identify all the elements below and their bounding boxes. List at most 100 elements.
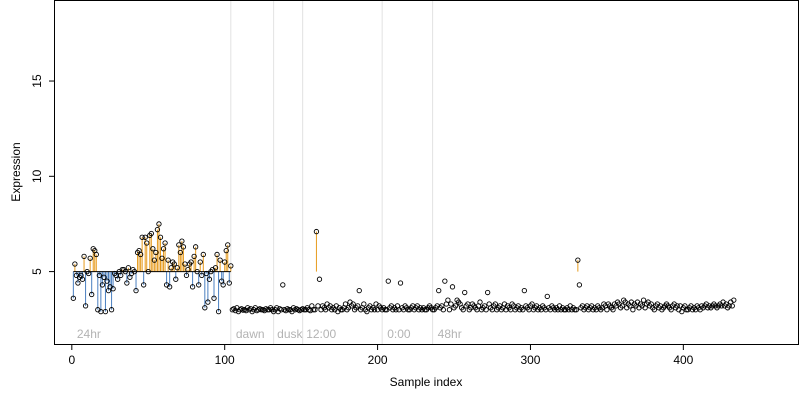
data-point-95 bbox=[215, 308, 222, 315]
data-point-255 bbox=[460, 307, 466, 313]
data-point-15 bbox=[93, 251, 99, 258]
data-point-56 bbox=[156, 221, 162, 227]
data-point-93 bbox=[212, 265, 219, 271]
data-point-100 bbox=[223, 247, 229, 254]
data-point-85 bbox=[200, 251, 206, 258]
data-point-359 bbox=[619, 303, 625, 309]
data-point-159 bbox=[313, 228, 320, 235]
data-point-187 bbox=[356, 287, 362, 294]
data-point-94 bbox=[214, 251, 220, 258]
data-point-17 bbox=[96, 272, 102, 279]
data-point-63 bbox=[167, 284, 173, 290]
data-point-102 bbox=[226, 280, 232, 286]
data-point-247 bbox=[448, 301, 454, 307]
data-point-270 bbox=[483, 307, 489, 313]
data-point-99 bbox=[222, 259, 228, 265]
data-point-206 bbox=[385, 278, 391, 284]
data-point-75 bbox=[185, 267, 191, 273]
data-point-328 bbox=[572, 307, 578, 313]
data-point-20 bbox=[101, 274, 107, 280]
x-tick-label-0: 0 bbox=[68, 353, 75, 367]
data-point-71 bbox=[179, 238, 185, 244]
data-point-89 bbox=[206, 276, 213, 282]
data-point-10 bbox=[85, 270, 92, 277]
data-point-22 bbox=[104, 278, 110, 284]
data-point-197 bbox=[371, 307, 378, 313]
data-point-300 bbox=[529, 301, 535, 307]
data-point-59 bbox=[160, 246, 167, 252]
data-point-276 bbox=[492, 301, 498, 307]
data-point-79 bbox=[191, 253, 197, 259]
data-point-77 bbox=[188, 259, 194, 265]
data-point-6 bbox=[79, 276, 86, 282]
data-point-80 bbox=[193, 244, 199, 250]
data-point-70 bbox=[177, 249, 184, 256]
data-point-103 bbox=[228, 263, 234, 269]
data-point-29 bbox=[115, 276, 121, 282]
x-axis-label: Sample index bbox=[390, 375, 463, 389]
data-point-40 bbox=[131, 268, 138, 275]
data-point-47 bbox=[142, 234, 148, 240]
data-point-349 bbox=[604, 307, 610, 313]
data-point-7 bbox=[81, 253, 87, 259]
group-labels: 24hr dawn dusk 12:00 0:00 48hr bbox=[77, 327, 462, 341]
group-separators bbox=[230, 1, 434, 344]
data-point-245 bbox=[445, 297, 451, 303]
data-point-110 bbox=[238, 306, 245, 312]
data-point-81 bbox=[194, 268, 200, 275]
data-point-330 bbox=[575, 257, 581, 263]
data-point-49 bbox=[145, 268, 151, 275]
data-point-69 bbox=[176, 242, 182, 248]
data-point-19 bbox=[99, 282, 106, 288]
data-point-12 bbox=[89, 291, 95, 298]
data-point-67 bbox=[173, 276, 179, 282]
group-label-5: 48hr bbox=[438, 327, 462, 341]
data-point-34 bbox=[122, 268, 128, 275]
data-point-0 bbox=[70, 295, 76, 301]
group-label-4: 0:00 bbox=[387, 327, 411, 341]
data-point-242 bbox=[440, 307, 446, 313]
data-point-98 bbox=[220, 282, 226, 288]
x-tick-label-1: 100 bbox=[215, 353, 235, 367]
data-point-68 bbox=[174, 265, 180, 271]
data-point-88 bbox=[205, 299, 211, 305]
data-point-44 bbox=[137, 251, 144, 258]
data-point-186 bbox=[355, 303, 361, 309]
data-point-36 bbox=[125, 265, 132, 271]
data-point-204 bbox=[382, 307, 388, 313]
y-tick-label-2: 15 bbox=[30, 74, 44, 88]
data-point-31 bbox=[118, 272, 124, 279]
data-point-87 bbox=[203, 270, 210, 277]
data-point-373 bbox=[640, 297, 647, 303]
data-point-160 bbox=[315, 303, 321, 309]
group-label-2: dusk bbox=[277, 327, 303, 341]
group-label-3: 12:00 bbox=[306, 327, 336, 341]
data-point-353 bbox=[610, 307, 616, 313]
data-point-3 bbox=[75, 280, 81, 286]
data-point-57 bbox=[157, 234, 164, 240]
data-point-58 bbox=[159, 255, 165, 261]
data-point-83 bbox=[197, 259, 203, 265]
data-point-54 bbox=[153, 249, 159, 256]
y-tick-label-1: 10 bbox=[30, 169, 44, 183]
data-point-72 bbox=[180, 244, 187, 250]
y-axis-label: Expression bbox=[9, 142, 23, 201]
stems bbox=[72, 223, 579, 312]
data-point-366 bbox=[630, 307, 636, 313]
data-point-51 bbox=[148, 230, 154, 237]
data-point-35 bbox=[124, 280, 130, 286]
data-point-64 bbox=[168, 265, 174, 271]
data-point-331 bbox=[576, 282, 583, 288]
data-point-431 bbox=[729, 303, 735, 309]
data-point-239 bbox=[436, 287, 442, 294]
data-point-113 bbox=[243, 308, 249, 314]
data-point-82 bbox=[196, 282, 202, 288]
data-point-183 bbox=[350, 301, 356, 307]
data-point-21 bbox=[102, 308, 109, 315]
x-tick-label-2: 200 bbox=[368, 353, 388, 367]
data-point-25 bbox=[108, 307, 115, 313]
data-point-295 bbox=[521, 287, 527, 294]
data-point-137 bbox=[280, 282, 286, 288]
data-point-62 bbox=[165, 257, 171, 263]
data-point-78 bbox=[189, 284, 196, 290]
